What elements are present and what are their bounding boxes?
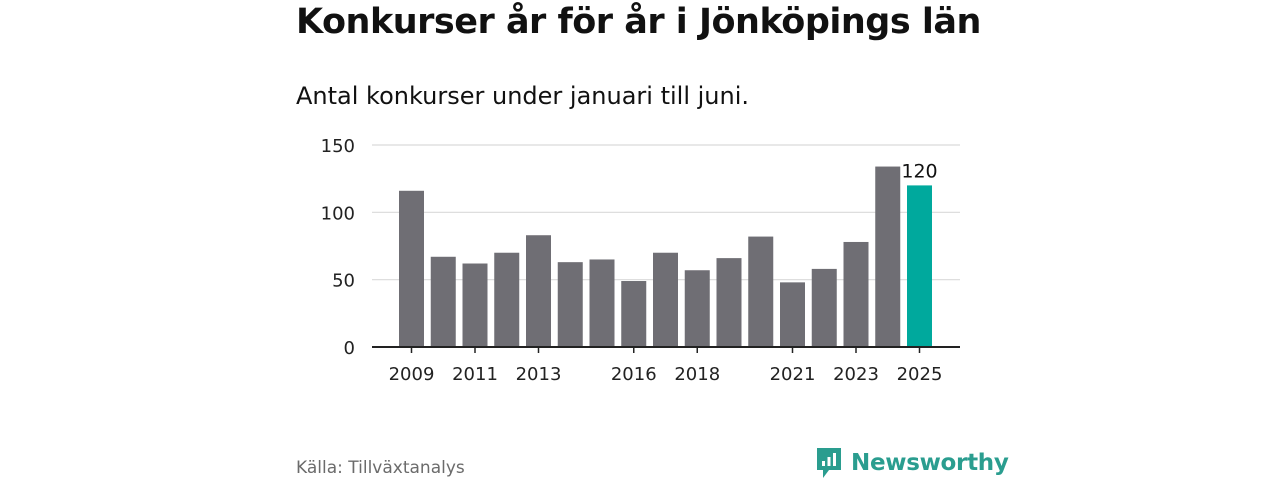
bar [843, 241, 869, 347]
bar [526, 235, 551, 347]
chart-title: Konkurser år för år i Jönköpings län [296, 2, 981, 42]
bar [716, 258, 742, 347]
bar [811, 268, 837, 347]
chart-subtitle: Antal konkurser under januari till juni. [296, 82, 749, 110]
x-tick-label: 2016 [611, 364, 657, 385]
bars [399, 166, 932, 347]
bar [748, 236, 774, 347]
axes [372, 346, 960, 353]
brand-name: Newsworthy [851, 450, 1009, 476]
y-tick-label: 100 [321, 203, 355, 224]
bar [653, 252, 678, 347]
x-tick-label: 2021 [770, 364, 816, 385]
bar [875, 166, 901, 347]
bar [907, 185, 932, 347]
x-tick-label: 2018 [674, 364, 720, 385]
bar [684, 270, 710, 347]
bar [589, 259, 615, 347]
y-tick-label: 50 [332, 271, 355, 292]
x-tick-label: 2025 [897, 364, 943, 385]
y-tick-label: 150 [321, 136, 355, 157]
data-label: 120 [901, 160, 937, 182]
labels: 0 50 100 150 2009 2011 2013 2016 2018 2021 2023 202… [321, 136, 943, 385]
x-tick-label: 2013 [516, 364, 562, 385]
bar [462, 263, 488, 347]
bar [780, 282, 805, 347]
source-note: Källa: Tillväxtanalys [296, 458, 465, 478]
x-tick-label: 2011 [452, 364, 498, 385]
newsworthy-logo-icon [817, 448, 841, 478]
x-tick-label: 2009 [389, 364, 435, 385]
bar-chart: 0 50 100 150 2009 2011 2013 2016 2018 2021 2023 202… [321, 136, 960, 385]
bar [494, 252, 520, 347]
bar [557, 262, 583, 347]
y-tick-label: 0 [344, 338, 355, 359]
brand-logo: Newsworthy [815, 446, 1009, 480]
x-tick-label: 2023 [833, 364, 879, 385]
bar [399, 190, 424, 347]
bar [430, 256, 456, 347]
bar [621, 281, 647, 347]
